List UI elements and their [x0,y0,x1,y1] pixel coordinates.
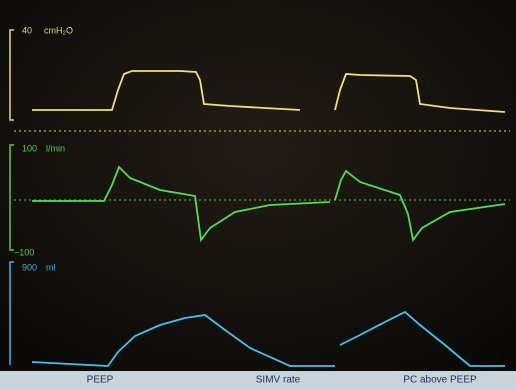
volume-axis [9,261,14,365]
volume-unit: ml [46,262,56,272]
footer: PEEP SIMV rate PC above PEEP [0,371,516,389]
volume-scale: 900 [22,262,37,272]
footer-label[interactable]: PEEP [87,375,114,386]
flow-min: −100 [14,247,34,257]
screen-background [0,0,516,372]
footer-label[interactable]: SIMV rate [256,375,301,386]
pressure-panel: 40 cmH₂O [9,25,510,132]
volume-panel: 900 ml [9,261,505,367]
flow-waveform [32,165,506,243]
volume-waveform [31,310,505,367]
flow-unit: l/min [46,143,65,153]
footer-label[interactable]: PC above PEEP [403,375,477,386]
pressure-waveform [32,70,506,113]
pressure-axis [9,29,14,121]
flow-panel: 100 l/min −100 [9,143,510,257]
pressure-unit: cmH₂O [44,25,73,35]
pressure-scale: 40 [22,25,32,35]
flow-scale: 100 [22,143,37,153]
footer-bar [0,371,516,389]
flow-axis [9,144,14,251]
